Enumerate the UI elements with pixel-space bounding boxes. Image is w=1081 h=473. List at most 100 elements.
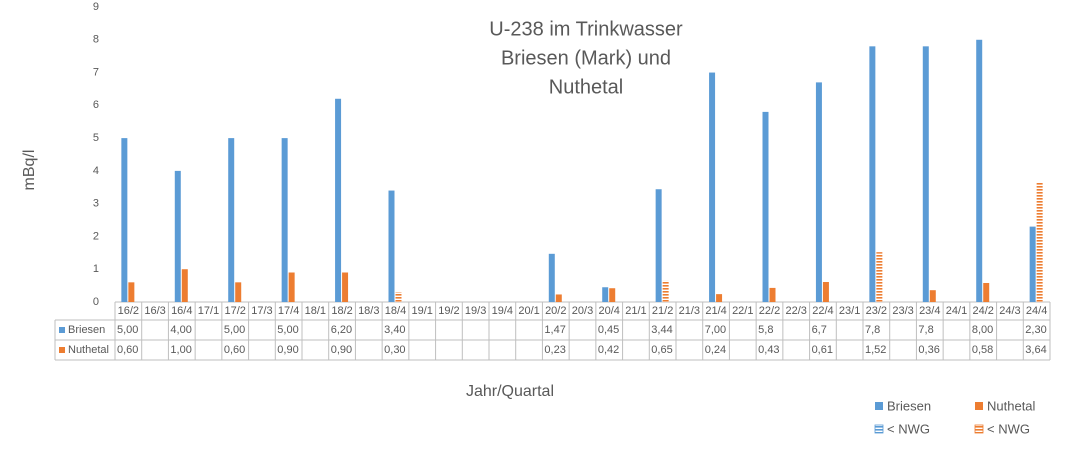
table-value: 5,00 [277, 324, 298, 336]
x-tick-label: 19/2 [438, 305, 459, 317]
bar [762, 111, 769, 302]
x-tick-label: 20/3 [572, 305, 593, 317]
bar [662, 280, 669, 302]
x-tick-label: 22/1 [732, 305, 753, 317]
table-value: 3,44 [651, 324, 672, 336]
legend-key [974, 424, 984, 434]
x-tick-label: 16/4 [171, 305, 192, 317]
x-tick-label: 20/2 [545, 305, 566, 317]
table-value: 6,7 [812, 324, 827, 336]
x-tick-label: 24/1 [946, 305, 967, 317]
bar [181, 269, 188, 302]
bar [388, 190, 395, 302]
y-tick-label: 8 [93, 34, 99, 46]
bar [228, 138, 235, 302]
bar [983, 282, 990, 302]
table-value: 0,60 [117, 344, 138, 356]
table-value: 1,47 [544, 324, 565, 336]
legend-key [874, 424, 884, 434]
y-tick-label: 4 [93, 165, 99, 177]
bar [929, 290, 936, 302]
table-value: 0,43 [758, 344, 779, 356]
x-tick-label: 22/2 [759, 305, 780, 317]
bar [769, 287, 776, 302]
bar [709, 72, 716, 302]
y-tick-label: 5 [93, 132, 99, 144]
table-value: 0,65 [651, 344, 672, 356]
table-value: 5,8 [758, 324, 773, 336]
table-value: 1,52 [865, 344, 886, 356]
table-value: 6,20 [331, 324, 352, 336]
legend: Briesen < NWG Nuthetal < NWG [874, 398, 1036, 436]
x-tick-label: 19/4 [492, 305, 513, 317]
x-tick-label: 23/2 [866, 305, 887, 317]
y-axis-title: mBq/l [21, 150, 38, 191]
y-tick-label: 1 [93, 263, 99, 275]
table-value: 3,64 [1025, 344, 1046, 356]
bar [1029, 226, 1036, 302]
x-tick-label: 19/3 [465, 305, 486, 317]
x-tick-label: 17/1 [198, 305, 219, 317]
x-tick-label: 20/4 [599, 305, 620, 317]
x-tick-label: 16/3 [144, 305, 165, 317]
y-tick-label: 9 [93, 1, 99, 13]
table-legend-key [59, 347, 65, 353]
table-value: 0,58 [972, 344, 993, 356]
x-tick-label: 18/2 [331, 305, 352, 317]
x-tick-label: 22/3 [786, 305, 807, 317]
table-row-label: Briesen [68, 324, 105, 336]
x-tick-label: 24/3 [999, 305, 1020, 317]
table-value: 0,61 [812, 344, 833, 356]
table-value: 0,42 [598, 344, 619, 356]
bar [235, 282, 242, 302]
legend-label: Briesen [887, 398, 931, 413]
bar [548, 253, 555, 302]
table-value: 0,24 [705, 344, 726, 356]
bar [922, 46, 929, 303]
bar [128, 282, 135, 302]
table-value: 5,00 [117, 324, 138, 336]
table-value: 0,30 [384, 344, 405, 356]
x-tick-label: 21/1 [625, 305, 646, 317]
y-tick-label: 0 [93, 296, 99, 308]
x-tick-label: 18/4 [385, 305, 406, 317]
bar [342, 272, 349, 302]
table-value: 5,00 [224, 324, 245, 336]
x-tick-label: 18/3 [358, 305, 379, 317]
table-value: 4,00 [170, 324, 191, 336]
table-value: 7,8 [865, 324, 880, 336]
legend-label: < NWG [887, 421, 930, 436]
chart-title: U-238 im Trinkwasser [489, 18, 683, 40]
y-tick-label: 7 [93, 66, 99, 78]
bar [716, 294, 723, 302]
bar [815, 82, 822, 302]
bar [288, 272, 295, 302]
table-value: 0,90 [331, 344, 352, 356]
table-value: 8,00 [972, 324, 993, 336]
bar [555, 294, 562, 302]
bar [1036, 182, 1043, 302]
x-tick-label: 24/4 [1026, 305, 1047, 317]
x-tick-label: 24/2 [973, 305, 994, 317]
bar [609, 288, 616, 302]
x-tick-label: 17/2 [225, 305, 246, 317]
bar [395, 292, 402, 302]
x-tick-label: 16/2 [118, 305, 139, 317]
chart-title: Briesen (Mark) und [501, 47, 671, 69]
x-tick-label: 17/4 [278, 305, 299, 317]
table-legend-key [59, 327, 65, 333]
x-axis-title: Jahr/Quartal [466, 383, 554, 400]
bar [876, 252, 883, 302]
table-value: 0,36 [918, 344, 939, 356]
chart-title: Nuthetal [549, 76, 624, 98]
bar [602, 287, 609, 302]
legend-label: < NWG [987, 421, 1030, 436]
bar [869, 46, 876, 303]
x-tick-label: 22/4 [812, 305, 833, 317]
bar [655, 189, 662, 302]
x-tick-label: 23/3 [892, 305, 913, 317]
x-tick-label: 20/1 [518, 305, 539, 317]
x-tick-label: 18/1 [305, 305, 326, 317]
bar [822, 282, 829, 302]
bar [335, 98, 342, 303]
